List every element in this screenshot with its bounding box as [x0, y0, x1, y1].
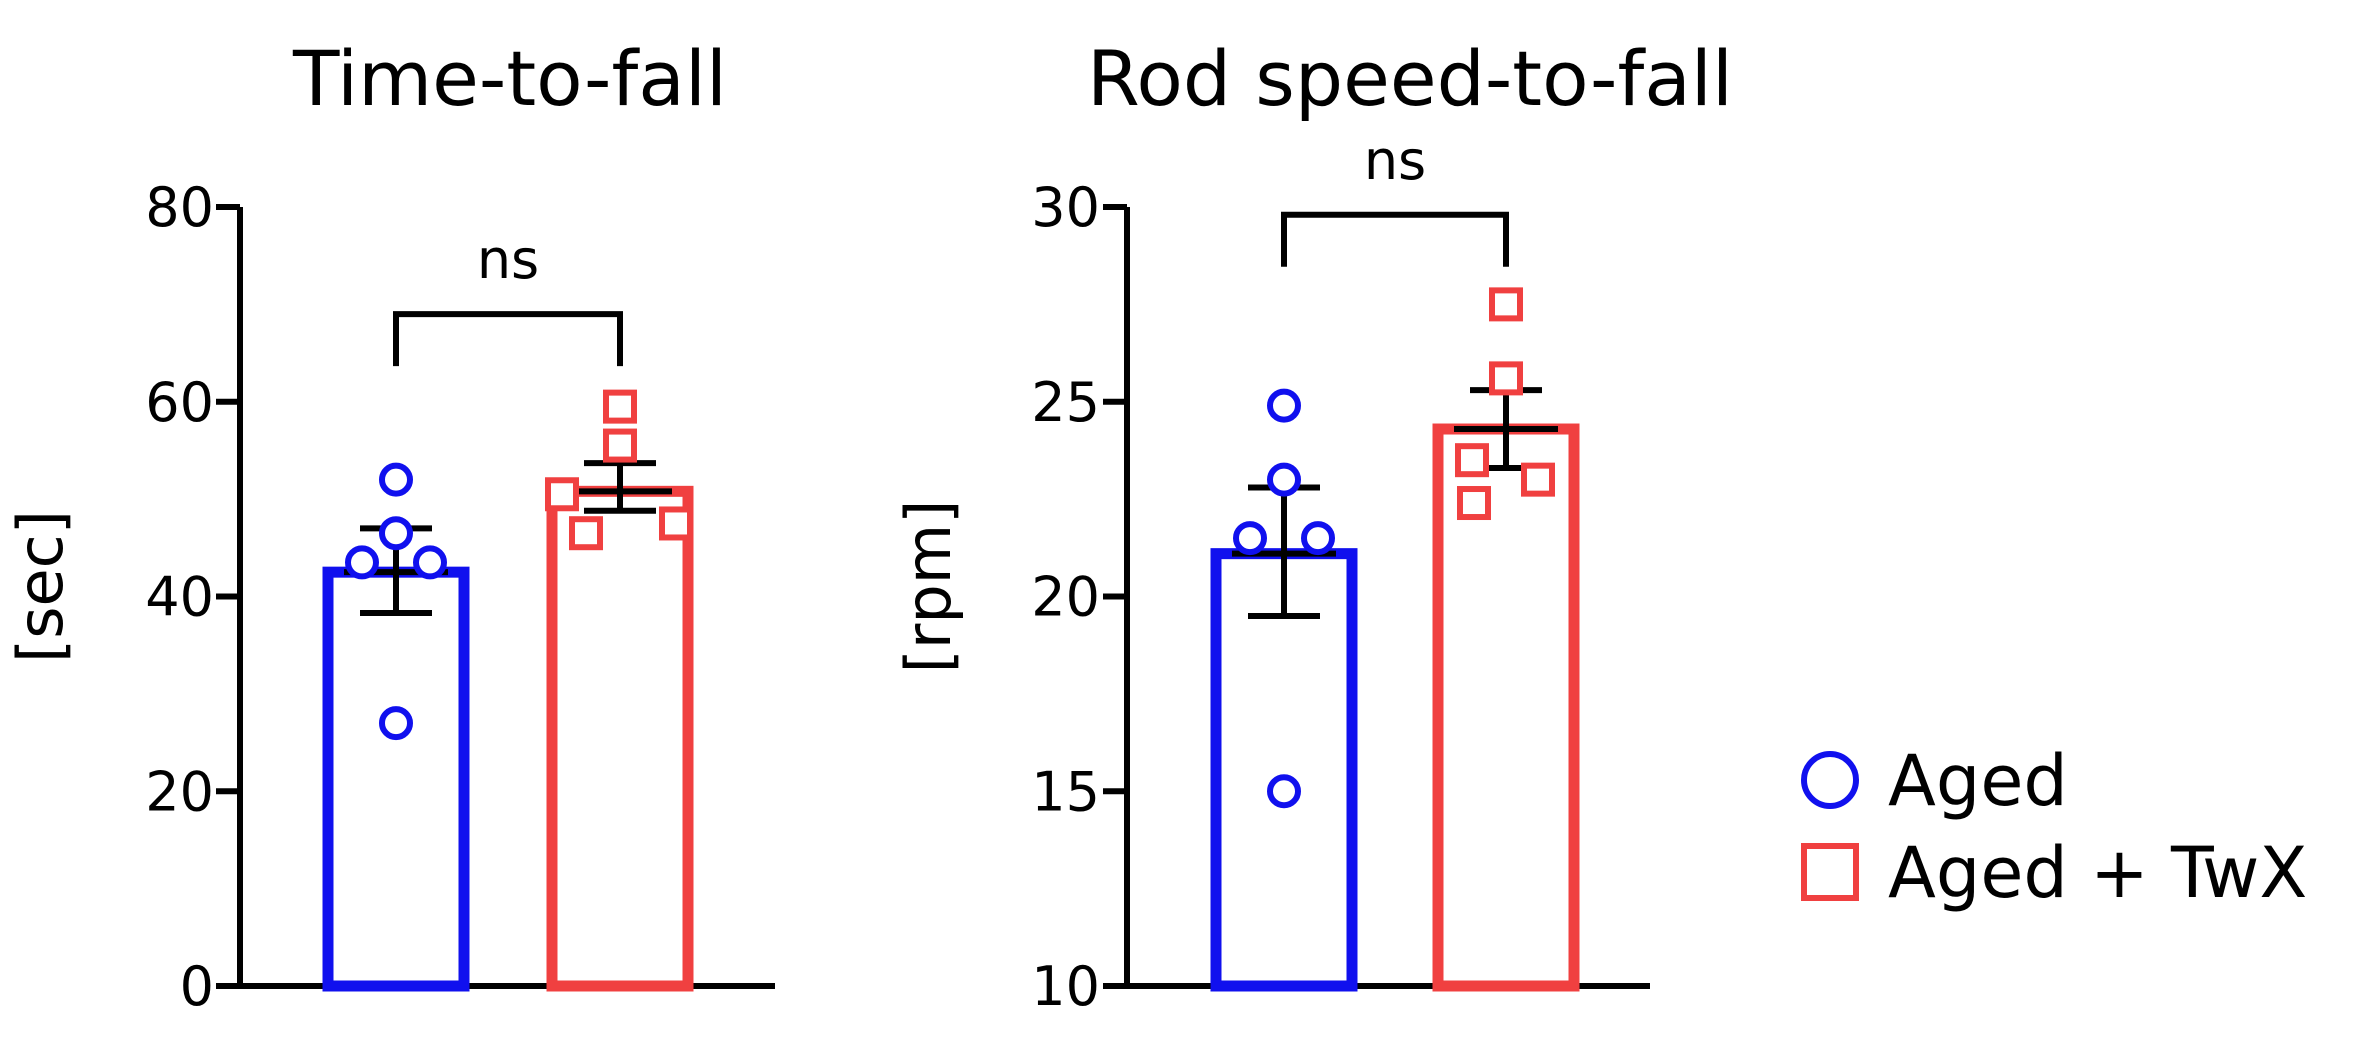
data-point-aged-twx: [1521, 462, 1555, 497]
y-tick-label: 25: [1031, 371, 1100, 434]
legend-label: Aged + TwX: [1888, 832, 2307, 914]
data-point-aged-twx: [1455, 443, 1489, 478]
significance-bracket: [1281, 211, 1509, 267]
chart-title: Rod speed-to-fall: [1087, 34, 1733, 123]
y-tick-label: 30: [1031, 176, 1100, 239]
data-point-aged: [379, 706, 413, 741]
data-point-aged: [345, 545, 379, 580]
data-point-aged-twx: [545, 477, 579, 512]
y-tick-label: 20: [1031, 566, 1100, 629]
legend-item-aged-twx: Aged + TwX: [1801, 832, 2307, 914]
y-tick-label: 10: [1031, 955, 1100, 1018]
y-axis-label: [sec]: [4, 510, 77, 663]
data-point-aged-twx: [659, 506, 693, 541]
data-point-aged: [413, 545, 447, 580]
legend-circle-icon: [1801, 751, 1859, 809]
data-point-aged: [379, 516, 413, 551]
data-point-aged: [1267, 774, 1301, 809]
data-point-aged: [1267, 388, 1301, 423]
y-tick-label: 0: [180, 955, 214, 1018]
y-tick-label: 15: [1031, 760, 1100, 823]
legend-square-icon: [1801, 843, 1859, 901]
y-tick-label: 20: [145, 760, 214, 823]
significance-label: ns: [1364, 129, 1426, 192]
data-point-aged-twx: [603, 389, 637, 424]
y-tick-label: 40: [145, 566, 214, 629]
significance-bracket: [393, 311, 623, 367]
legend-item-aged: Aged: [1801, 740, 2068, 822]
chart-panel-1: Time-to-fall [sec] 0 20 40 60 80 ns: [4, 34, 775, 1018]
data-point-aged-twx: [1457, 486, 1491, 521]
significance-label: ns: [477, 228, 539, 291]
data-point-aged: [1233, 521, 1267, 556]
data-point-aged-twx: [1489, 287, 1523, 322]
y-tick-label: 60: [145, 371, 214, 434]
chart-panel-2: Rod speed-to-fall [rpm] 10 15 20 25 30 ns: [892, 34, 1733, 1018]
chart-title: Time-to-fall: [292, 34, 727, 123]
legend-label: Aged: [1888, 740, 2068, 822]
y-tick-label: 80: [145, 176, 214, 239]
y-axis-label: [rpm]: [892, 500, 965, 674]
bar-aged-twx: [546, 485, 694, 992]
data-point-aged-twx: [603, 428, 637, 463]
data-point-aged: [1301, 521, 1335, 556]
bar-aged: [322, 566, 470, 992]
data-point-aged: [1267, 462, 1301, 497]
legend: Aged Aged + TwX: [1801, 740, 2307, 914]
data-point-aged-twx: [1489, 361, 1523, 396]
data-point-aged: [379, 462, 413, 497]
data-point-aged-twx: [569, 516, 603, 551]
